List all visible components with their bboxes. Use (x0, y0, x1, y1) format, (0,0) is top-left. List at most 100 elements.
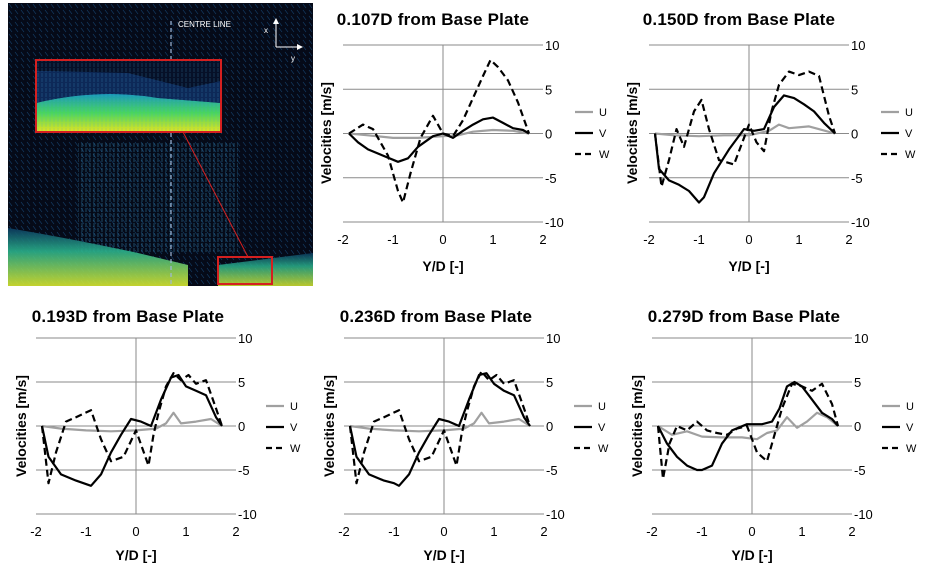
y-tick-label: -10 (851, 215, 870, 230)
x-tick-label: -2 (643, 232, 655, 247)
series-line-w (348, 370, 532, 485)
y-axis-label: Velocities [m/s] (321, 375, 337, 477)
axis-y-indicator: y (291, 54, 295, 63)
x-tick-label: 0 (439, 232, 446, 247)
y-tick-label: -5 (854, 463, 866, 478)
y-tick-label: 0 (546, 419, 553, 434)
x-tick-label: -1 (693, 232, 705, 247)
x-tick-label: 2 (848, 524, 855, 539)
x-tick-label: 0 (440, 524, 447, 539)
y-tick-label: -10 (238, 507, 257, 522)
legend-label-w: W (598, 443, 609, 455)
x-tick-label: 2 (845, 232, 852, 247)
x-axis-label: Y/D [-] (115, 547, 156, 563)
legend-label-w: W (599, 149, 610, 161)
x-axis-label: Y/D [-] (731, 547, 772, 563)
zoom-connector (182, 131, 249, 258)
piv-flow-image: CENTRE LINE x y (8, 3, 313, 286)
series-line-u (349, 411, 531, 433)
y-tick-label: 0 (238, 419, 245, 434)
series-line-v (657, 380, 839, 472)
series-line-w (348, 58, 531, 204)
x-tick-label: 2 (539, 232, 546, 247)
x-tick-label: -1 (80, 524, 92, 539)
y-tick-label: 5 (545, 82, 552, 97)
x-tick-label: -2 (30, 524, 42, 539)
y-tick-label: -5 (546, 463, 558, 478)
series-line-w (653, 70, 837, 188)
y-tick-label: 0 (851, 127, 858, 142)
x-axis-label: Y/D [-] (728, 258, 769, 274)
x-tick-label: 0 (745, 232, 752, 247)
legend-label-u: U (598, 401, 606, 413)
zoom-inset (35, 59, 222, 133)
legend-label-w: W (290, 443, 301, 455)
axis-x-indicator: x (264, 26, 268, 35)
y-tick-label: -10 (545, 215, 564, 230)
y-tick-label: 5 (854, 375, 861, 390)
legend-label-u: U (906, 401, 914, 413)
chart-title: 0.193D from Base Plate (32, 307, 224, 326)
zoom-source-box (217, 256, 273, 285)
x-tick-label: 1 (798, 524, 805, 539)
x-tick-label: -1 (388, 524, 400, 539)
x-tick-label: 2 (232, 524, 239, 539)
legend-label-w: W (906, 443, 917, 455)
x-tick-label: -1 (387, 232, 399, 247)
legend-label-w: W (905, 149, 916, 161)
legend-label-v: V (290, 422, 298, 434)
y-tick-label: 5 (238, 375, 245, 390)
x-tick-label: 1 (489, 232, 496, 247)
legend-label-v: V (598, 422, 606, 434)
chart-title: 0.107D from Base Plate (337, 10, 529, 29)
x-tick-label: 1 (795, 232, 802, 247)
chart-title: 0.279D from Base Plate (648, 307, 840, 326)
y-axis-label: Velocities [m/s] (624, 82, 640, 184)
legend-label-v: V (599, 128, 607, 140)
x-tick-label: -2 (338, 524, 350, 539)
x-tick-label: -2 (646, 524, 658, 539)
legend-label-u: U (599, 107, 607, 119)
x-tick-label: 0 (748, 524, 755, 539)
series-line-w (656, 382, 840, 480)
x-tick-label: 1 (490, 524, 497, 539)
y-tick-label: 0 (854, 419, 861, 434)
y-tick-label: -5 (238, 463, 250, 478)
y-tick-label: 5 (851, 82, 858, 97)
y-tick-label: 0 (545, 127, 552, 142)
series-line-u (654, 123, 836, 138)
centre-line-label: CENTRE LINE (178, 20, 231, 29)
y-tick-label: 10 (545, 38, 559, 53)
zoom-inset-frame (35, 59, 222, 133)
legend-label-u: U (905, 107, 913, 119)
series-line-u (41, 411, 223, 433)
series-line-v (348, 372, 531, 487)
y-axis-label: Velocities [m/s] (318, 82, 334, 184)
y-tick-label: -10 (854, 507, 873, 522)
series-line-w (40, 372, 224, 485)
series-line-v (653, 94, 836, 204)
legend-label-u: U (290, 401, 298, 413)
x-axis-label: Y/D [-] (423, 547, 464, 563)
y-tick-label: 10 (546, 331, 560, 346)
y-axis-label: Velocities [m/s] (13, 375, 29, 477)
series-line-v (40, 373, 223, 487)
wall-jet-flow (8, 228, 188, 286)
x-tick-label: 0 (132, 524, 139, 539)
axes-indicator-icon: x y (264, 18, 303, 63)
x-tick-label: 1 (182, 524, 189, 539)
legend-label-v: V (905, 128, 913, 140)
series-line-u (657, 411, 839, 441)
y-tick-label: -5 (545, 171, 557, 186)
y-tick-label: 10 (851, 38, 865, 53)
x-tick-label: 2 (540, 524, 547, 539)
legend-label-v: V (906, 422, 914, 434)
y-axis-label: Velocities [m/s] (629, 375, 645, 477)
y-tick-label: 10 (238, 331, 252, 346)
x-tick-label: -2 (337, 232, 349, 247)
